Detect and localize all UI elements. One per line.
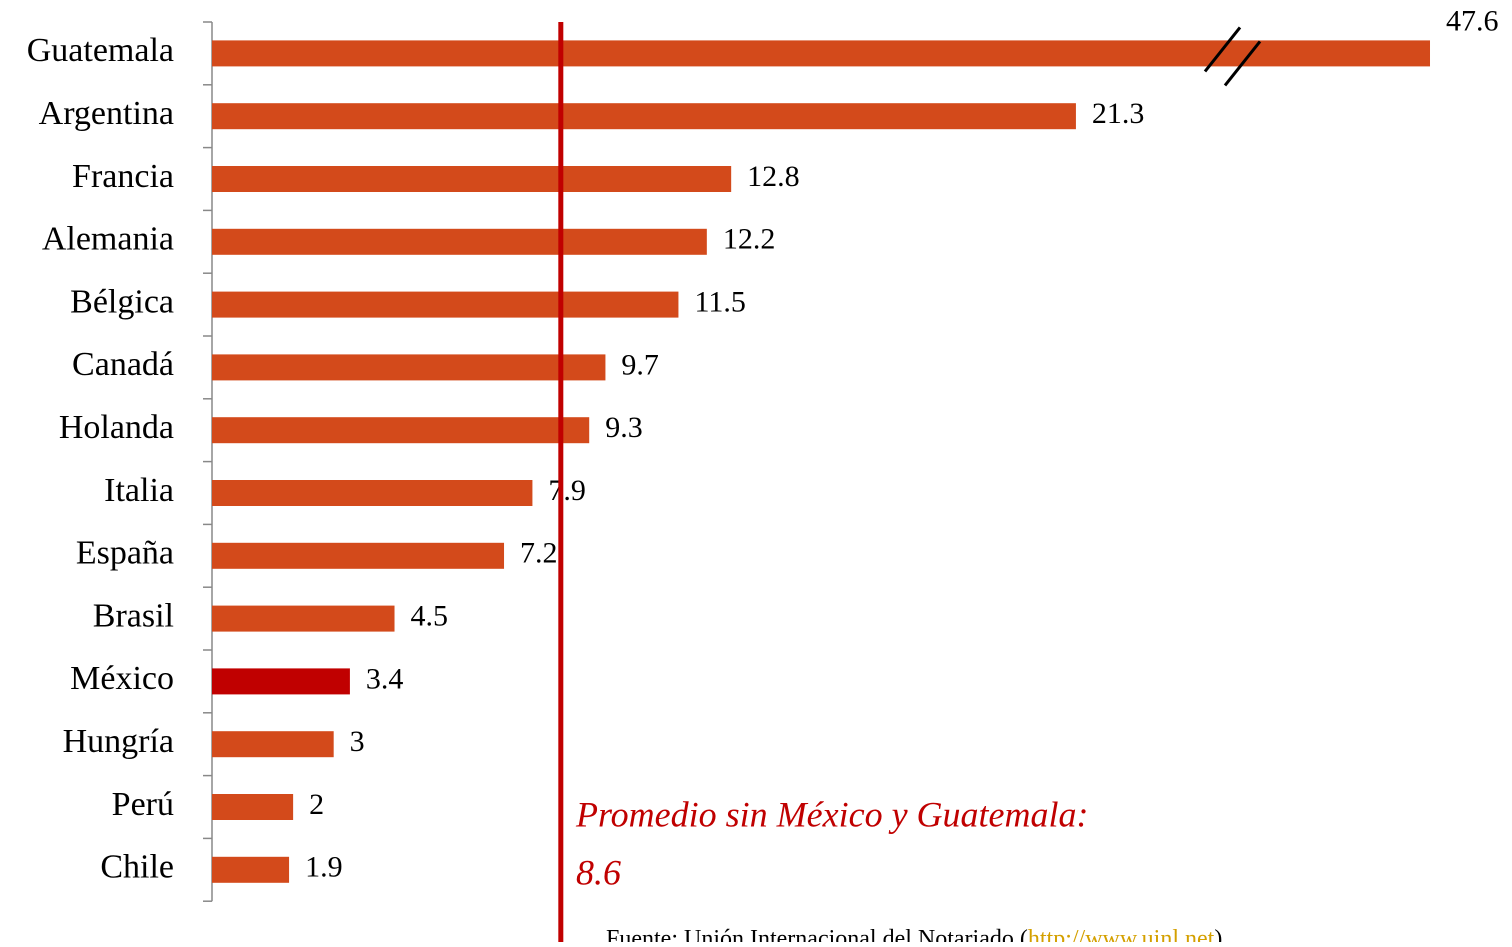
- break-mark: [1223, 40, 1262, 87]
- value-label: 21.3: [1092, 97, 1145, 130]
- category-label: Francia: [72, 158, 174, 195]
- bar: [212, 103, 1076, 130]
- bar: [212, 794, 294, 820]
- category-label: Bélgica: [70, 283, 174, 320]
- category-label: Italia: [104, 472, 174, 509]
- bar: [212, 731, 334, 758]
- value-label: 7.2: [520, 537, 558, 570]
- value-label: 3.4: [366, 662, 404, 695]
- bar: [212, 668, 350, 695]
- bar: [212, 166, 732, 192]
- bar: [212, 542, 505, 569]
- value-label: 11.5: [694, 285, 745, 318]
- bar: [212, 856, 290, 883]
- category-label: Guatemala: [27, 32, 174, 69]
- value-label: 9.3: [605, 411, 643, 444]
- value-label: 3: [350, 725, 365, 758]
- source: Fuente: Unión Internacional del Notariad…: [606, 926, 1222, 943]
- category-label: México: [70, 660, 174, 697]
- value-label: 47.6: [1446, 4, 1499, 37]
- category-label: Argentina: [39, 95, 174, 132]
- value-label: 4.5: [411, 599, 449, 632]
- value-label: 12.8: [747, 160, 800, 193]
- bar: [212, 605, 395, 632]
- source-text: Fuente: Unión Internacional del Notariad…: [606, 926, 1028, 943]
- reference-label: Promedio sin México y Guatemala:: [575, 794, 1089, 834]
- bar: [212, 354, 606, 381]
- value-label: 7.9: [548, 474, 586, 507]
- category-label: Brasil: [93, 597, 174, 634]
- bar: [212, 40, 1431, 67]
- reference-value: 8.6: [576, 852, 621, 892]
- category-label: Hungría: [63, 723, 174, 760]
- value-label: 12.2: [723, 223, 776, 256]
- category-label: Perú: [112, 786, 174, 823]
- source-link[interactable]: http://www.uinl.net: [1028, 926, 1215, 947]
- value-label: 2: [309, 788, 324, 821]
- category-label: Canadá: [72, 346, 174, 383]
- category-label: Chile: [100, 849, 174, 886]
- category-label: Alemania: [42, 221, 174, 258]
- category-label: España: [76, 535, 174, 572]
- bar: [212, 291, 679, 318]
- value-label: 9.7: [621, 348, 659, 381]
- value-label: 1.9: [305, 851, 343, 884]
- bar: [212, 480, 533, 506]
- bar: [212, 417, 590, 444]
- bar: [212, 228, 707, 255]
- category-label: Holanda: [59, 409, 174, 446]
- break-mark: [1203, 26, 1242, 73]
- source-end: ): [1214, 926, 1222, 943]
